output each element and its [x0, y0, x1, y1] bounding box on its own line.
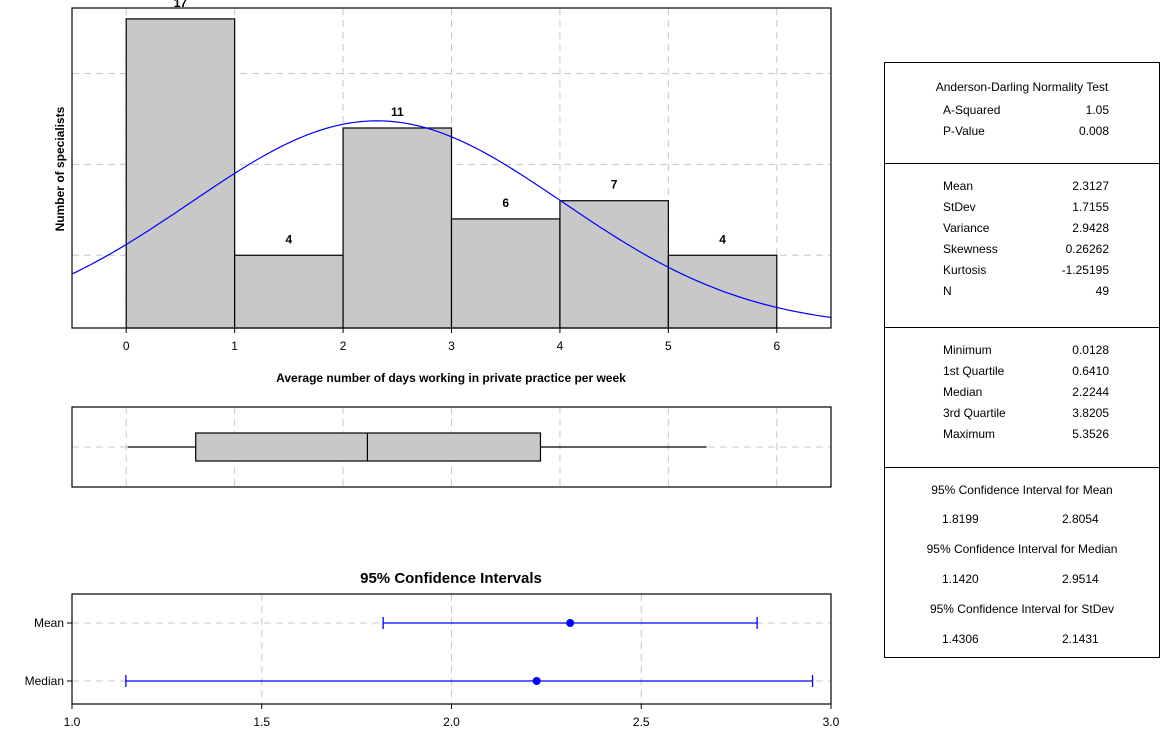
ci-median-values: 1.1420 2.9514 [885, 564, 1159, 594]
boxplot-chart [72, 407, 831, 487]
histogram-bar [126, 19, 234, 328]
histogram-x-tick-label: 3 [448, 339, 455, 353]
stat-label: Variance [943, 218, 989, 239]
stat-row: Kurtosis -1.25195 [885, 260, 1159, 281]
ci-x-tick-label: 3.0 [823, 715, 840, 729]
ci-point-estimate [566, 619, 574, 627]
histogram-x-tick-label: 1 [231, 339, 238, 353]
ci-point-estimate [533, 677, 541, 685]
ci-median-title: 95% Confidence Interval for Median [885, 534, 1159, 564]
stat-label: Maximum [943, 424, 995, 445]
ci-x-tick-label: 1.0 [64, 715, 81, 729]
stat-value: 2.3127 [1072, 176, 1109, 197]
stat-value: 2.2244 [1072, 382, 1109, 403]
stat-label: Skewness [943, 239, 998, 260]
stat-value: 0.0128 [1072, 340, 1109, 361]
histogram-bar-label: 7 [611, 178, 618, 192]
stat-value: 1.05 [1086, 100, 1109, 121]
stat-row: P-Value 0.008 [885, 121, 1159, 142]
ci-mean-high: 2.8054 [1062, 504, 1099, 534]
ci-stdev-values: 1.4306 2.1431 [885, 624, 1159, 654]
histogram-x-tick-label: 4 [557, 339, 564, 353]
stat-row: A-Squared 1.05 [885, 100, 1159, 121]
stat-row: Minimum 0.0128 [885, 340, 1159, 361]
stat-label: StDev [943, 197, 976, 218]
stat-label: Mean [943, 176, 973, 197]
ci-mean-title: 95% Confidence Interval for Mean [885, 476, 1159, 504]
summary-stats-panel: Anderson-Darling Normality Test A-Square… [884, 62, 1160, 658]
histogram-bar-label: 4 [719, 232, 726, 246]
histogram-x-tick-label: 0 [123, 339, 130, 353]
ci-mean-low: 1.8199 [942, 504, 979, 534]
stat-label: 1st Quartile [943, 361, 1004, 382]
moments-section: Mean 2.3127 StDev 1.7155 Variance 2.9428… [885, 164, 1159, 328]
histogram-bar-label: 11 [391, 105, 404, 119]
stat-row: Skewness 0.26262 [885, 239, 1159, 260]
stat-value: 0.008 [1079, 121, 1109, 142]
stat-row: N 49 [885, 281, 1159, 302]
ci-stdev-high: 2.1431 [1062, 624, 1099, 654]
boxplot-box [196, 433, 541, 461]
stat-value: 2.9428 [1072, 218, 1109, 239]
histogram-bar [343, 128, 451, 328]
stat-value: 3.8205 [1072, 403, 1109, 424]
ci-category-label: Mean [34, 616, 64, 630]
stat-value: 1.7155 [1072, 197, 1109, 218]
ci-x-tick-label: 1.5 [253, 715, 270, 729]
histogram-x-tick-label: 2 [340, 339, 347, 353]
stat-row: StDev 1.7155 [885, 197, 1159, 218]
ci-stdev-low: 1.4306 [942, 624, 979, 654]
histogram-y-axis-label: Number of specialists [53, 106, 67, 231]
stat-value: 0.26262 [1066, 239, 1109, 260]
stat-label: P-Value [943, 121, 985, 142]
stat-label: Minimum [943, 340, 992, 361]
normality-test-section: Anderson-Darling Normality Test A-Square… [885, 63, 1159, 164]
stat-label: N [943, 281, 952, 302]
stat-label: A-Squared [943, 100, 1000, 121]
stat-label: Kurtosis [943, 260, 986, 281]
ci-x-tick-label: 2.0 [443, 715, 460, 729]
stat-row: 1st Quartile 0.6410 [885, 361, 1159, 382]
histogram-bar [452, 219, 560, 328]
ci-median-high: 2.9514 [1062, 564, 1099, 594]
stat-value: 49 [1096, 281, 1109, 302]
histogram-x-tick-label: 5 [665, 339, 672, 353]
stat-row: Median 2.2244 [885, 382, 1159, 403]
stat-row: 3rd Quartile 3.8205 [885, 403, 1159, 424]
histogram-bar [235, 255, 343, 328]
stat-row: Variance 2.9428 [885, 218, 1159, 239]
stat-row: Maximum 5.3526 [885, 424, 1159, 445]
stat-value: 0.6410 [1072, 361, 1109, 382]
ci-stdev-title: 95% Confidence Interval for StDev [885, 594, 1159, 624]
stat-row: Mean 2.3127 [885, 176, 1159, 197]
histogram-bar-label: 6 [502, 196, 509, 210]
ci-interval-plot: Mean Median 1.0 1.5 2.0 2.5 3.0 [25, 594, 840, 729]
ci-category-label: Median [25, 674, 64, 688]
normality-test-title: Anderson-Darling Normality Test [885, 74, 1159, 100]
stat-label: Median [943, 382, 982, 403]
stat-value: 5.3526 [1072, 424, 1109, 445]
histogram-bar [560, 201, 668, 328]
histogram-x-axis-label: Average number of days working in privat… [276, 371, 626, 385]
confidence-intervals-section: 95% Confidence Interval for Mean 1.8199 … [885, 468, 1159, 657]
stat-value: -1.25195 [1062, 260, 1109, 281]
stat-label: 3rd Quartile [943, 403, 1006, 424]
ci-x-tick-label: 2.5 [633, 715, 650, 729]
ci-median-low: 1.1420 [942, 564, 979, 594]
ci-plot-title: 95% Confidence Intervals [360, 570, 542, 587]
histogram-bar-label: 4 [286, 232, 293, 246]
quartiles-section: Minimum 0.0128 1st Quartile 0.6410 Media… [885, 328, 1159, 468]
histogram-x-tick-label: 6 [773, 339, 780, 353]
ci-mean-values: 1.8199 2.8054 [885, 504, 1159, 534]
